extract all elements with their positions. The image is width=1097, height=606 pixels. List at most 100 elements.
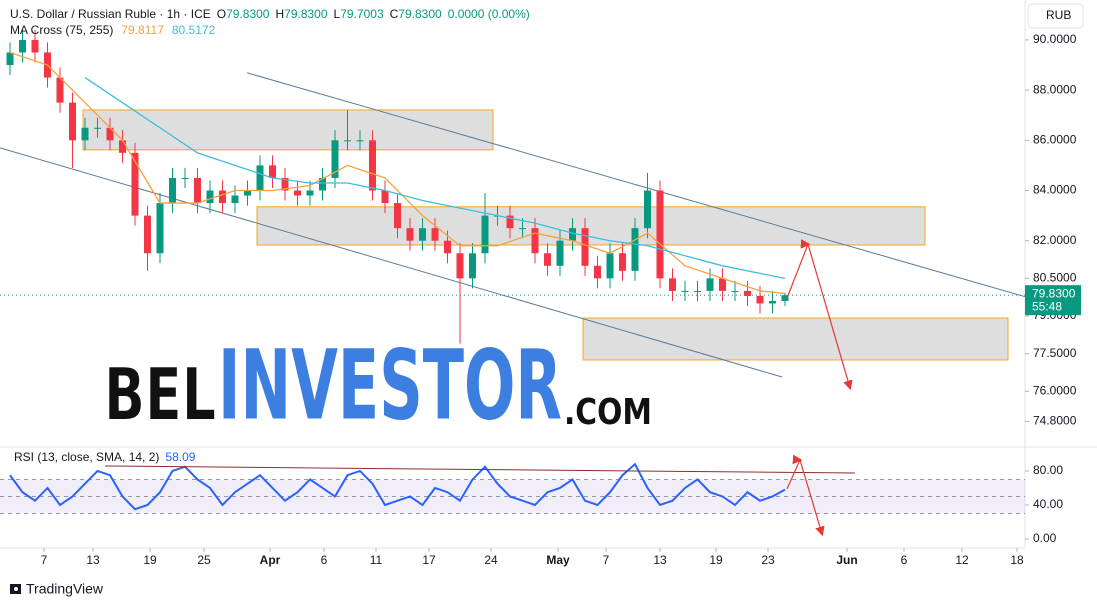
candle-body (756, 295, 764, 304)
candle-body (19, 39, 26, 53)
candle-body (344, 140, 351, 142)
candle-body (631, 228, 639, 271)
y-tick-label: 88.0000 (1033, 82, 1077, 96)
watermark-investor: INVESTOR (218, 329, 562, 441)
candle-body (731, 290, 739, 292)
currency[interactable]: RUB (1046, 8, 1071, 22)
x-tick-label: 19 (143, 553, 157, 567)
candle-body (531, 228, 539, 254)
candle-body (119, 140, 126, 153)
plot: 90.0000 88.0000 86.0000 84.0000 82.0000 80.50… (0, 29, 1081, 567)
candle-body (569, 228, 576, 241)
rsi-legend: RSI (13, close, SMA, 14, 2) 58.09 (14, 450, 196, 464)
x-tick-label: 13 (86, 553, 100, 567)
candle-body (294, 190, 301, 196)
logo-dot (14, 587, 18, 591)
x-tick-label: 6 (321, 553, 328, 567)
ma-line (9, 51, 786, 295)
ma-line (84, 77, 786, 279)
candle-body (356, 140, 364, 142)
zone (82, 109, 494, 151)
candle-body (431, 228, 439, 241)
last-price-tag (1025, 285, 1081, 316)
candle-body (719, 278, 726, 291)
candle-body (369, 140, 376, 191)
candle-body (769, 300, 776, 304)
trendline (0, 147, 783, 378)
candle-body (744, 290, 751, 296)
candle-body (331, 140, 339, 178)
ohlc-value: 79.8300 (226, 7, 270, 21)
x-tick-label: 17 (422, 553, 436, 567)
ma-value: 80.5172 (172, 23, 216, 37)
candle-body (31, 39, 39, 53)
zone (256, 206, 926, 246)
y-tick-label: 77.5000 (1033, 346, 1077, 360)
candle-body (94, 127, 101, 129)
candle-body (106, 127, 114, 141)
x-tick-label: 7 (41, 553, 48, 567)
change: 0.0000 (0.00%) (448, 7, 530, 21)
y-tick-label: 82.0000 (1033, 233, 1077, 247)
candle-body (444, 240, 451, 254)
candle-body (181, 177, 189, 179)
ohlc-value: 79.7003 (340, 7, 384, 21)
ohlc-value: 79.8300 (284, 7, 328, 21)
candle-body (644, 190, 651, 229)
y-tick-label: 76.0000 (1033, 383, 1077, 397)
candle-body (581, 228, 589, 266)
candle-body (469, 253, 476, 279)
indicator-legend: MA Cross (75, 255) 79.8117 80.5172 (10, 23, 216, 37)
x-tick-label: 25 (197, 553, 211, 567)
watermark: BEL INVESTOR .COM (104, 329, 653, 441)
candle-body (306, 190, 314, 196)
candle-body (681, 290, 689, 292)
candle-body (269, 165, 276, 178)
last-price-label: 79.8300 (1032, 286, 1076, 300)
candle-body (406, 228, 414, 241)
candle-body (56, 77, 64, 103)
y-tick-label: 80.5000 (1033, 271, 1077, 285)
indicator-name: MA Cross (75, 255) (10, 23, 113, 37)
candle-body (219, 190, 226, 204)
countdown: 55:48 (1032, 299, 1062, 313)
y-tick-label: 86.0000 (1033, 132, 1077, 146)
candle-body (144, 215, 151, 254)
candle-body (594, 265, 601, 279)
candle-body (481, 215, 489, 254)
candle-body (506, 215, 514, 229)
candle-body (419, 228, 426, 241)
candle-body (6, 52, 14, 66)
candle-body (456, 253, 464, 279)
tradingview-logo (10, 584, 21, 594)
rsi-trendline (104, 465, 856, 474)
forecast-arrow (786, 239, 853, 391)
candle-body (194, 177, 201, 204)
rsi-line (9, 462, 786, 511)
x-tick-label: 12 (955, 553, 969, 567)
rsi-value: 58.09 (165, 450, 195, 464)
y-tick-label: 84.0000 (1033, 183, 1077, 197)
y-tick-label: 74.8000 (1033, 414, 1077, 428)
rsi-arrow (786, 454, 825, 537)
candle-body (81, 127, 89, 141)
candle-body (206, 190, 214, 204)
candle-body (381, 190, 389, 204)
watermark-bel: BEL (104, 353, 216, 437)
x-tick-label: Apr (260, 553, 281, 567)
candle-body (319, 177, 326, 191)
candle-body (156, 203, 164, 254)
candle-body (694, 290, 701, 292)
rsi-tick-label: 0.00 (1033, 531, 1057, 545)
currency-button[interactable] (1027, 3, 1084, 29)
candle-body (656, 190, 664, 279)
candle-body (556, 240, 564, 266)
candle-body (394, 203, 401, 229)
x-tick-label: 11 (370, 553, 383, 567)
candle-body (606, 253, 614, 279)
ohlc-key: L (334, 7, 341, 21)
ma-value: 79.8117 (121, 23, 164, 37)
